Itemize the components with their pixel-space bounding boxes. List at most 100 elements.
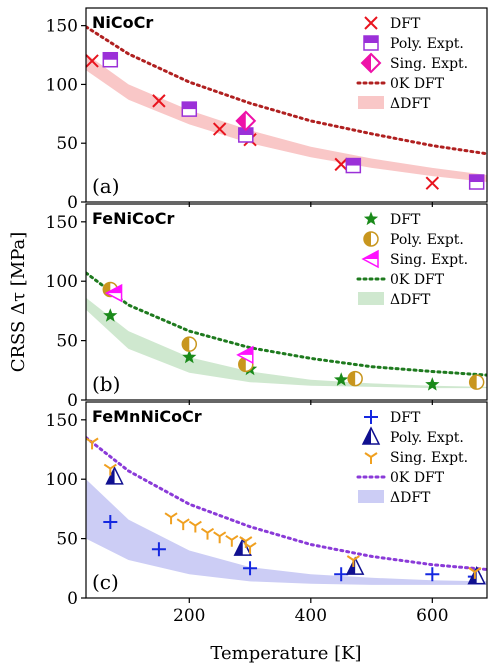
legend-band-swatch [358, 292, 384, 305]
x-tick-label: 200 [173, 606, 205, 626]
legend-entry: 0K DFT [390, 470, 445, 486]
x-axis-label: Temperature [K] [210, 643, 361, 664]
marker-x [334, 157, 348, 172]
marker-tri-down [468, 567, 482, 579]
legend-band-swatch [358, 490, 384, 503]
legend-band-swatch [358, 96, 384, 109]
marker-circle-half [181, 336, 198, 352]
marker-tri-down [164, 512, 178, 525]
zero-k-dft-line [86, 25, 487, 156]
delta-dft-band [86, 297, 487, 389]
marker-tri-down [188, 520, 202, 533]
marker-triangle-left-half [361, 249, 379, 269]
marker-circle-half [363, 231, 379, 247]
zero-k-dft-line [86, 436, 487, 571]
marker-star [363, 211, 379, 226]
panel-title: FeMnNiCoCr [92, 407, 202, 426]
marker-x [152, 94, 166, 108]
marker-x [364, 16, 378, 30]
marker-tri-down [364, 452, 378, 464]
legend-entry: Sing. Expt. [390, 450, 468, 466]
y-tick-label: 100 [46, 470, 78, 490]
panel-label: (a) [92, 174, 120, 198]
y-tick-label: 150 [46, 213, 78, 233]
legend-entry: ΔDFT [390, 96, 431, 112]
legend-entry: Poly. Expt. [390, 36, 464, 52]
delta-dft-band [86, 53, 487, 183]
y-tick-label: 0 [67, 589, 78, 609]
marker-square-half [102, 51, 119, 68]
marker-triangle-up-half [233, 537, 252, 556]
marker-tri-down [103, 463, 117, 476]
legend-entry: 0K DFT [390, 76, 445, 92]
marker-circle-half [468, 374, 485, 390]
y-tick-label: 150 [46, 17, 78, 37]
marker-triangle-up-half [345, 556, 365, 575]
panel-a: 0 50 100 150 NiCoCr (a) DFT Poly. Expt. Sing. Ex… [46, 7, 488, 213]
marker-tri-down [243, 542, 257, 554]
marker-star [425, 377, 440, 391]
legend-entry: Sing. Expt. [390, 56, 468, 72]
y-tick-label: 0 [67, 193, 78, 213]
panel-c: 0 50 100 150 200 400 600 FeMnNiCoCr (c) DFT Poly. … [46, 401, 488, 626]
marker-triangle-up-half [467, 565, 486, 585]
marker-star [103, 308, 118, 322]
legend-entry: Poly. Expt. [390, 430, 464, 446]
marker-star [182, 349, 197, 364]
legend-entry: Poly. Expt. [390, 232, 464, 248]
marker-square-half [181, 101, 198, 117]
marker-tri-down [346, 555, 360, 567]
axes-frame [85, 7, 488, 203]
marker-triangle-up-half [105, 466, 124, 485]
marker-star [334, 372, 349, 386]
panel-label: (b) [92, 372, 120, 396]
marker-triangle-up-half [361, 426, 381, 445]
marker-square-half [468, 174, 485, 190]
marker-x [212, 122, 227, 136]
marker-square-half [363, 35, 379, 51]
legend-entry: ΔDFT [390, 292, 431, 308]
panel-b: 0 50 100 150 FeNiCoCr (b) DFT Poly. Expt. Sing. … [46, 203, 488, 411]
marker-plus [103, 514, 118, 529]
marker-tri-down [85, 437, 99, 450]
panel-title: FeNiCoCr [92, 209, 174, 228]
marker-diamond-half [360, 52, 382, 74]
marker-plus [425, 567, 440, 582]
marker-tri-down [225, 534, 239, 547]
marker-diamond-half [235, 110, 257, 132]
marker-plus [364, 410, 378, 424]
x-tick-label: 600 [416, 606, 448, 626]
panel-title: NiCoCr [92, 13, 153, 32]
marker-triangle-left-half [236, 345, 254, 365]
panel-label: (c) [92, 570, 119, 594]
legend-entry: Sing. Expt. [390, 252, 468, 268]
axes-frame [85, 203, 488, 401]
x-tick-label: 400 [295, 606, 327, 626]
axes-frame [85, 401, 488, 599]
y-axis-label: CRSS Δτ [MPa] [8, 232, 29, 373]
y-tick-label: 150 [46, 411, 78, 431]
marker-tri-down [200, 527, 215, 540]
legend-entry: DFT [390, 212, 421, 228]
marker-plus [243, 561, 258, 576]
delta-dft-band [86, 479, 487, 585]
marker-square-half [345, 157, 362, 174]
marker-triangle-left-half [104, 283, 123, 303]
y-tick-label: 50 [56, 332, 78, 352]
legend-entry: ΔDFT [390, 490, 431, 506]
marker-tri-down [213, 531, 227, 544]
marker-plus [334, 567, 349, 582]
zero-k-dft-line [86, 271, 487, 377]
legend-entry: DFT [390, 410, 421, 426]
plot-area [86, 271, 487, 389]
plot-area [86, 436, 487, 585]
y-tick-label: 100 [46, 272, 78, 292]
marker-x [85, 54, 99, 68]
y-tick-label: 100 [46, 75, 78, 95]
y-tick-label: 50 [56, 530, 78, 550]
marker-tri-down [176, 518, 190, 531]
marker-x [425, 176, 440, 190]
legend-entry: 0K DFT [390, 272, 445, 288]
y-tick-label: 50 [56, 134, 78, 154]
